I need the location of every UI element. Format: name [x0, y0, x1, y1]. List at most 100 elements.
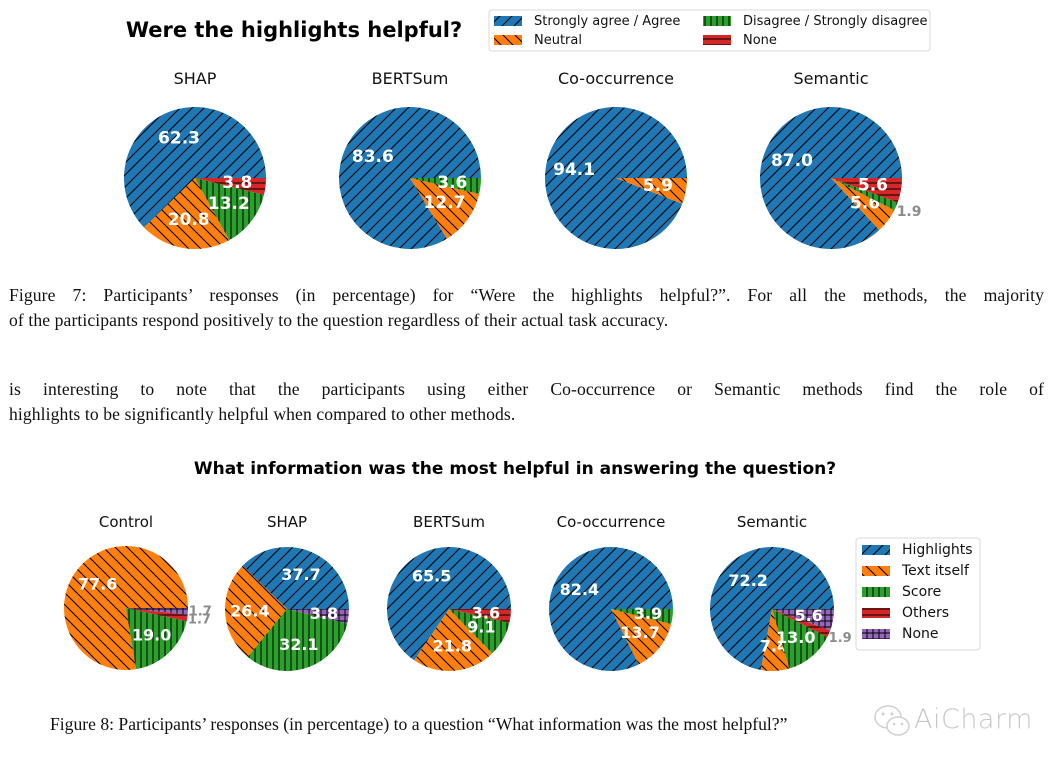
pie-value-label: 82.4: [560, 580, 599, 599]
legend-item-highlights: Highlights: [862, 542, 973, 558]
figure-7-legend: Strongly agree / Agree Neutral Disagree / …: [488, 9, 931, 52]
pie-value-label: 3.6: [437, 173, 467, 193]
pie-bertsum: BERTSum 65.5 21.89.13.6: [386, 513, 511, 671]
legend-item-strongly-agree-agree: Strongly agree / Agree: [494, 14, 680, 29]
pie-value-label: 62.3: [158, 129, 200, 149]
pie-slice-score: [247, 609, 348, 671]
pie-shap: SHAP 62.3 20.813.23.8: [123, 69, 266, 250]
legend-swatch: [862, 545, 890, 555]
pie-value-label: 3.8: [222, 173, 252, 193]
pie-co-occurrence: Co-occurrence 94.1 5.9: [545, 69, 687, 250]
figure-7-pie-charts: Were the highlights helpful? Strongly ag…: [123, 9, 931, 250]
legend-swatch: [703, 16, 731, 26]
pie-title: Semantic: [793, 69, 868, 88]
pie-value-label: 32.1: [279, 635, 318, 654]
pie-bertsum: BERTSum 83.6 12.73.6: [339, 69, 481, 249]
pie-value-label: 5.6: [858, 175, 888, 195]
legend-item-none: None: [703, 33, 777, 48]
pie-slice-score: [126, 608, 187, 670]
figure-7-caption: Figure 7: Participants’ responses (in pe…: [9, 283, 1044, 333]
pie-slice-text-itself: [760, 609, 790, 671]
pie-value-label: 12.7: [424, 193, 466, 213]
legend-frame: [488, 9, 931, 52]
pie-slice-text-itself: [611, 609, 672, 665]
legend-label: Highlights: [902, 542, 973, 558]
pie-value-label: 1.9: [897, 204, 922, 220]
legend-item-text-itself: Text itself: [862, 563, 970, 579]
pie-title: Control: [99, 513, 153, 531]
legend-swatch: [703, 35, 731, 45]
pie-value-label: 5.9: [643, 176, 673, 196]
pie-slice-strongly-agree-agree: [339, 106, 481, 249]
pie-value-label: 37.7: [281, 565, 320, 584]
pie-slice-text-itself: [414, 609, 493, 671]
figure-8-pie-charts: What information was the most helpful in…: [64, 459, 981, 671]
legend-item-others: Others: [862, 605, 949, 621]
pie-slice-highlights: [386, 547, 511, 661]
legend-item-disagree-strongly-disagree: Disagree / Strongly disagree: [703, 14, 928, 29]
legend-label: None: [902, 626, 939, 642]
paragraph-line: highlights to be significantly helpful w…: [9, 404, 516, 424]
legend-swatch: [862, 587, 890, 597]
pie-title: BERTSum: [372, 69, 449, 88]
paragraph-line: is interesting to note that the particip…: [9, 379, 1044, 399]
body-paragraph: is interesting to note that the particip…: [9, 377, 1044, 427]
pie-slice-highlights: [242, 547, 349, 609]
pie-value-label: 7.4: [760, 637, 788, 656]
pie-slice-neutral: [616, 178, 687, 204]
pie-title: Co-occurrence: [558, 69, 674, 88]
pie-value-label: 77.6: [78, 574, 117, 593]
pie-value-label: 3.6: [472, 604, 500, 623]
figure-8-caption: Figure 8: Participants’ responses (in pe…: [50, 714, 788, 734]
pie-semantic: Semantic 72.2 7.413.0 1.9 5.6: [710, 513, 852, 671]
pie-value-label: 13.2: [208, 194, 250, 214]
pie-slice-strongly-agree-agree: [760, 106, 902, 249]
pie-slice-highlights: [548, 546, 674, 671]
caption-line: of the participants respond positively t…: [9, 310, 669, 330]
pie-slice-neutral: [410, 178, 480, 239]
pie-slice-others: [772, 609, 831, 638]
pie-title: SHAP: [267, 513, 307, 531]
pie-value-label: 1.7: [189, 604, 212, 619]
figure-8-legend: Highlights Text itself Score Others None: [855, 537, 981, 651]
pie-value-label: 87.0: [771, 151, 813, 171]
legend-item-neutral: Neutral: [494, 33, 582, 48]
pie-slice-disagree-strongly-disagree: [410, 178, 481, 194]
pie-slice-score: [611, 609, 673, 625]
pie-slice-strongly-agree-agree: [123, 107, 266, 228]
legend-label: Score: [902, 584, 941, 600]
legend-label: Strongly agree / Agree: [534, 14, 680, 29]
pie-value-label: 5.6: [794, 606, 822, 625]
pie-slice-disagree-strongly-disagree: [831, 178, 898, 211]
pie-slice-others: [449, 609, 511, 623]
legend-label: Disagree / Strongly disagree: [743, 14, 928, 29]
pie-value-label: 26.4: [230, 602, 269, 621]
legend-swatch: [862, 608, 890, 618]
pie-value-label: 9.1: [467, 618, 495, 637]
pie-title: Semantic: [737, 513, 807, 531]
legend-label: None: [743, 33, 777, 48]
pie-value-label: 20.8: [168, 210, 210, 230]
legend-item-score: Score: [862, 584, 941, 600]
pie-value-label: 72.2: [728, 571, 767, 590]
pie-value-label: 13.7: [620, 623, 659, 642]
legend-label: Text itself: [901, 563, 970, 579]
pie-slice-none: [287, 609, 349, 624]
pie-slice-highlights: [710, 546, 834, 670]
pie-slice-neutral: [143, 178, 230, 250]
pie-title: Co-occurrence: [557, 513, 666, 531]
pie-value-label: 3.9: [634, 604, 662, 623]
pie-shap: SHAP 37.7 26.4 32.1 3.8: [225, 513, 349, 671]
legend-swatch: [862, 629, 890, 639]
pie-slice-none: [831, 178, 902, 203]
pie-co-occurrence: Co-occurrence 82.4 13.73.9: [548, 513, 674, 671]
pie-value-label: 83.6: [352, 147, 394, 167]
pie-value-label: 3.8: [310, 604, 338, 623]
figure-8-title: What information was the most helpful in…: [194, 459, 836, 479]
pie-slice-none: [772, 609, 834, 631]
pie-slice-none: [126, 608, 188, 615]
legend-swatch: [494, 16, 522, 26]
pie-value-label: 21.8: [433, 637, 472, 656]
pie-value-label: 1.9: [829, 631, 852, 646]
